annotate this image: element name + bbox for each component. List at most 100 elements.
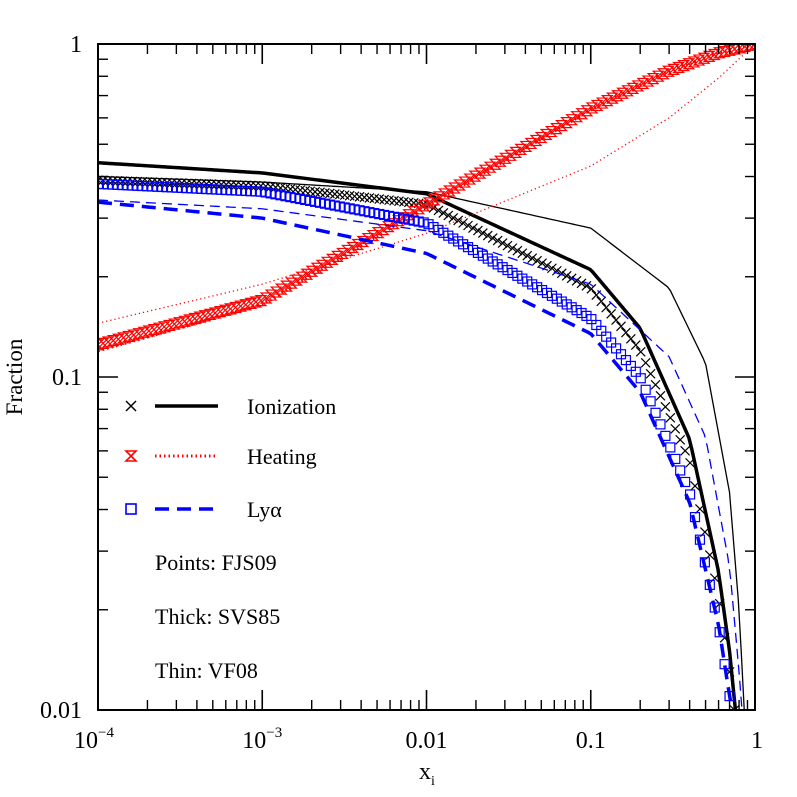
series-ionization-svs85-line	[98, 160, 738, 710]
series-ionization-fjs09-point-stroke	[438, 208, 449, 218]
series-heating-fjs09-point	[519, 140, 533, 153]
series-ionization-fjs09-point	[586, 283, 597, 294]
series-ionization-fjs09-point-stroke	[408, 197, 419, 208]
series-heating-fjs09-point	[483, 161, 497, 173]
series-heating-fjs09-point	[667, 63, 680, 75]
series-heating-fjs09-point	[290, 274, 304, 286]
series-ly-fjs09-point	[635, 373, 646, 384]
series-ionization-fjs09-point	[561, 270, 572, 281]
legend-item-lya: Lyα	[125, 497, 282, 522]
series-ionization-fjs09-point-stroke	[551, 265, 562, 276]
series-ionization-fjs09-point	[433, 205, 444, 216]
series-heating-fjs09-point	[310, 262, 324, 274]
series-heating-fjs09-point	[341, 244, 355, 257]
series-ionization-fjs09-point-stroke	[660, 401, 671, 412]
legend-ionization-label: Ionization	[247, 394, 336, 419]
series-heating-fjs09-point	[717, 45, 731, 58]
series-ionization-fjs09-point	[458, 218, 469, 228]
series-heating-fjs09-point	[178, 315, 192, 327]
series-ionization-fjs09-point	[443, 210, 454, 221]
series-heating-fjs09-point	[111, 333, 125, 345]
series-ionization-fjs09-point	[522, 250, 533, 261]
series-ionization-fjs09-point-stroke	[487, 233, 498, 244]
series-ionization-fjs09-point	[448, 213, 459, 223]
series-ionization-fjs09-point-stroke	[522, 250, 533, 261]
series-ionization-fjs09-point	[226, 179, 237, 190]
x-tick-label: 1	[751, 728, 763, 754]
series-ly-fjs09-point	[675, 465, 686, 476]
series-ionization-fjs09-point-stroke	[320, 187, 330, 198]
series-ionization-fjs09-point-stroke	[339, 190, 350, 201]
series-ionization-fjs09-point-stroke	[216, 179, 227, 190]
series-ionization-fjs09-point	[581, 280, 592, 291]
x-axis-label-subscript: i	[431, 774, 435, 789]
legend-item-heating: Heating	[124, 444, 317, 469]
series-ionization-fjs09-point-stroke	[364, 192, 375, 203]
series-ionization-fjs09-point-stroke	[305, 186, 316, 197]
series-ionization-fjs09-point-stroke	[581, 280, 592, 291]
series-ionization-fjs09-point	[630, 340, 641, 350]
series-ionization-fjs09-point-stroke	[512, 245, 523, 256]
series-ionization-fjs09-point-stroke	[389, 195, 399, 206]
series-heating-fjs09-point	[448, 182, 461, 194]
series-heating-fjs09-point	[98, 339, 105, 351]
legend-lya-marker	[125, 503, 137, 515]
series-heating-fjs09-point	[534, 131, 548, 144]
series-ionization-fjs09-point-stroke	[606, 308, 617, 319]
series-heating-fjs09-point	[463, 173, 477, 185]
series-ionization-fjs09-point-stroke	[369, 193, 380, 204]
series-ionization-fjs09-point	[246, 180, 256, 191]
series-ionization-fjs09-point	[468, 223, 478, 233]
series-heating-fjs09-point	[157, 321, 171, 333]
legend-note-thin: Thin: VF08	[155, 658, 258, 683]
series-ionization-fjs09-point-stroke	[260, 181, 271, 192]
series-ionization-fjs09-point-stroke	[344, 190, 355, 201]
series-ionization-fjs09-point	[645, 368, 656, 379]
series-heating-fjs09-point	[173, 317, 186, 329]
series-ionization-fjs09-point	[556, 268, 567, 279]
series-ionization-fjs09-point-stroke	[576, 278, 587, 289]
series-ionization-fjs09-point	[650, 379, 661, 390]
series-ionization-fjs09-point-stroke	[458, 218, 469, 228]
series-ionization-fjs09-point	[601, 302, 612, 313]
series-ionization-fjs09-point	[502, 240, 513, 251]
series-ionization-fjs09-point	[477, 228, 488, 238]
legend-note-points: Points: FJS09	[155, 550, 277, 575]
label-layer: 10−4 10−3 0.01 0.1 10.010.11	[40, 32, 763, 754]
series-ionization-fjs09-point-stroke	[310, 186, 321, 197]
series-ionization-fjs09-point	[635, 346, 646, 357]
series-ionization-fjs09-point-stroke	[675, 434, 686, 445]
series-ionization-fjs09-point	[729, 705, 740, 710]
series-ly-fjs09-point	[650, 407, 661, 418]
series-ionization-fjs09-point	[221, 179, 232, 190]
x-tick-label: 10−3	[242, 725, 282, 754]
series-ionization-fjs09-point	[655, 390, 666, 401]
legend: Ionization Heating Lyα Points: FJS09 Thi…	[124, 394, 336, 683]
series-ly-svs85-line	[98, 200, 734, 710]
series-ionization-fjs09-point	[231, 180, 242, 190]
legend-heating-marker	[124, 450, 138, 462]
series-ionization-fjs09-point-stroke	[611, 315, 621, 326]
series-ionization-fjs09-point-stroke	[729, 705, 736, 710]
series-ionization-fjs09-point	[216, 179, 227, 190]
series-ionization-fjs09-point-stroke	[477, 228, 488, 238]
series-ionization-fjs09-point	[611, 315, 621, 326]
series-ionization-fjs09-point	[660, 401, 671, 412]
x-tick-label-base: 10	[74, 728, 98, 754]
series-ionization-fjs09-point-stroke	[433, 205, 444, 216]
series-ly-fjs09-point	[98, 178, 104, 190]
series-ionization-fjs09-point-stroke	[616, 321, 626, 332]
legend-ionization-marker-2	[125, 400, 137, 412]
series-ionization-fjs09-point-stroke	[349, 191, 360, 202]
x-tick-label: 10−4	[74, 725, 114, 754]
series-heating-fjs09-point	[697, 52, 711, 64]
series-heating-fjs09-point	[193, 311, 207, 323]
series-heating-fjs09-point	[147, 323, 161, 336]
series-heating-fjs09-point	[218, 304, 232, 316]
series-layer	[98, 44, 755, 710]
x-tick-label-exponent: −4	[98, 725, 114, 741]
series-ionization-fjs09-point-stroke	[463, 220, 473, 231]
series-ionization-fjs09-point-stroke	[236, 180, 247, 191]
series-ionization-fjs09-point-stroke	[532, 255, 543, 266]
